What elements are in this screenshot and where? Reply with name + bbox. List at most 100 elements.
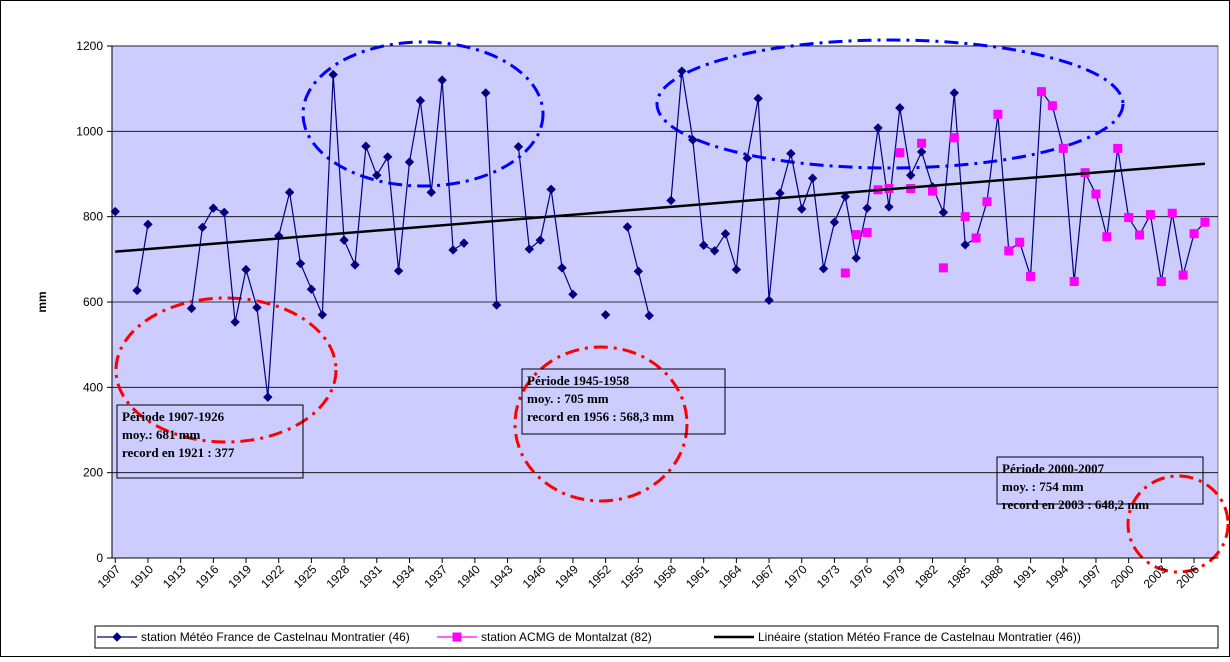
marker: [1135, 230, 1145, 240]
marker: [1004, 246, 1014, 256]
marker: [938, 263, 948, 273]
marker: [557, 263, 567, 273]
marker: [698, 240, 709, 250]
y-tick-label: 1000: [76, 124, 103, 138]
marker: [862, 227, 872, 237]
marker: [452, 632, 462, 642]
annotation-text: moy. : 754 mm: [1002, 479, 1084, 494]
annotation-text: moy.: 681 mm: [122, 427, 201, 442]
marker: [491, 300, 502, 310]
marker: [112, 632, 122, 642]
marker: [1091, 189, 1101, 199]
marker: [274, 231, 284, 241]
marker: [1036, 87, 1046, 97]
annotation-text: record en 2003 : 648,2 mm: [1002, 497, 1149, 512]
marker: [797, 204, 807, 214]
annotation-text: Période 2000-2007: [1002, 461, 1105, 476]
marker: [1058, 143, 1068, 153]
marker: [1113, 143, 1123, 153]
marker: [960, 212, 970, 222]
marker: [1178, 270, 1188, 280]
highlight-ellipse: [114, 296, 338, 444]
marker: [971, 233, 981, 243]
y-tick-label: 600: [83, 295, 103, 309]
marker: [1069, 277, 1079, 287]
annotation-text: record en 1921 : 377: [122, 445, 235, 460]
y-tick-label: 200: [83, 466, 103, 480]
marker: [339, 235, 349, 245]
marker: [764, 295, 774, 306]
marker: [1102, 232, 1112, 242]
marker: [415, 95, 426, 106]
marker: [917, 138, 927, 148]
marker: [829, 217, 840, 227]
marker: [644, 310, 654, 321]
marker: [524, 244, 535, 254]
marker: [731, 264, 742, 275]
marker: [1015, 237, 1025, 247]
marker: [600, 310, 611, 320]
marker: [197, 222, 208, 233]
y-tick-label: 1200: [76, 39, 103, 53]
annotation-box: [996, 456, 1204, 505]
annotation-text: moy. : 705 mm: [527, 391, 609, 406]
marker: [1124, 213, 1134, 223]
annotation-text: Période 1945-1958: [527, 373, 630, 388]
marker: [884, 202, 894, 212]
marker: [535, 235, 545, 245]
highlight-ellipse: [655, 38, 1125, 170]
y-tick-label: 0: [96, 551, 103, 565]
highlight-ellipse: [301, 40, 545, 188]
marker: [252, 302, 262, 313]
marker: [1167, 208, 1177, 218]
marker: [895, 103, 905, 113]
marker: [372, 170, 382, 180]
marker: [143, 219, 153, 230]
highlight-ellipse: [513, 345, 689, 503]
legend-label: station Météo France de Castelnau Montra…: [141, 630, 410, 644]
legend-label: station ACMG de Montalzat (82): [481, 630, 652, 644]
annotation-box: [521, 368, 726, 435]
marker: [263, 392, 273, 402]
annotation-box: [116, 404, 304, 479]
marker: [982, 197, 992, 207]
trend-line: [115, 162, 1206, 253]
marker: [328, 69, 338, 80]
marker: [960, 240, 970, 250]
marker: [295, 258, 306, 269]
marker: [110, 206, 120, 217]
marker: [241, 264, 251, 275]
marker: [818, 264, 829, 274]
marker: [459, 238, 469, 248]
marker: [786, 148, 796, 159]
marker: [350, 260, 360, 270]
marker: [851, 230, 861, 240]
legend: [94, 625, 1219, 649]
marker: [230, 317, 240, 327]
marker: [720, 229, 731, 239]
marker: [840, 268, 850, 278]
y-axis-label: mm: [35, 291, 49, 312]
marker: [1156, 277, 1166, 287]
y-tick-label: 400: [83, 380, 103, 394]
annotation-text: Période 1907-1926: [122, 409, 225, 424]
marker: [742, 153, 752, 163]
marker: [688, 135, 698, 145]
marker: [916, 147, 927, 157]
marker: [993, 109, 1003, 119]
y-tick-label: 800: [83, 210, 103, 224]
series-line: [136, 71, 1206, 398]
marker: [1200, 217, 1210, 227]
marker: [709, 246, 720, 256]
marker: [546, 184, 556, 195]
marker: [393, 266, 404, 276]
marker: [622, 222, 633, 232]
legend-label: Linéaire (station Météo France de Castel…: [758, 630, 1081, 644]
marker: [317, 310, 328, 320]
marker: [677, 66, 687, 76]
marker: [862, 203, 872, 213]
marker: [382, 152, 393, 162]
marker: [361, 141, 371, 151]
marker: [219, 207, 229, 218]
marker: [807, 173, 818, 183]
